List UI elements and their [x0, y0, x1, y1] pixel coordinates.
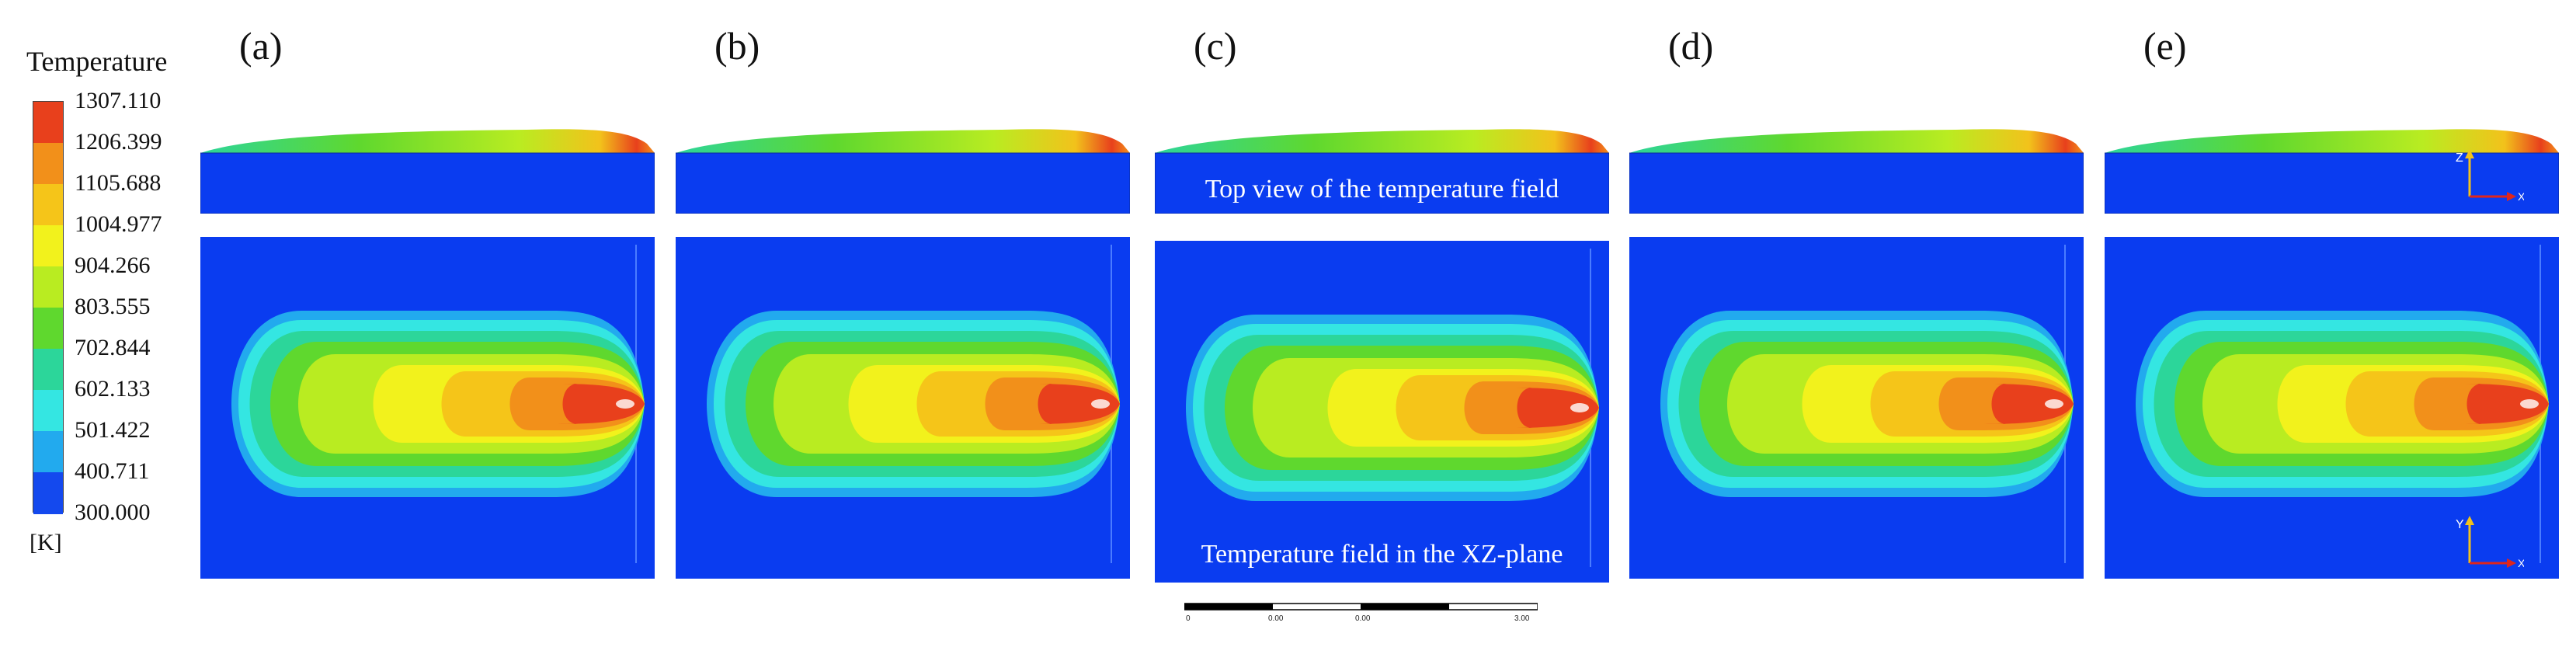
- heat-source-spot: [2520, 399, 2539, 409]
- legend-color-segment: [33, 102, 63, 144]
- side-view-field: [200, 129, 655, 214]
- color-legend-bar: [33, 101, 64, 514]
- panel-label: (a): [239, 24, 283, 68]
- heat-source-spot: [616, 399, 634, 409]
- xy-axis-triad: YX: [2456, 516, 2524, 569]
- temperature-contour-field: [1629, 237, 2084, 579]
- xz-plane-caption: Temperature field in the XZ-plane: [1201, 540, 1563, 569]
- legend-tick-label: 803.555: [75, 294, 151, 319]
- scale-bar-label: 3.00: [1514, 614, 1530, 623]
- svg-text:Y: Y: [2456, 518, 2464, 531]
- svg-text:Z: Z: [2456, 151, 2463, 165]
- scale-bar-segment: [1184, 604, 1273, 610]
- contour-band: [551, 384, 645, 424]
- contour-band: [1027, 384, 1120, 424]
- scale-bar-label: 0: [1186, 614, 1191, 623]
- temperature-contour-field: [676, 237, 1130, 579]
- legend-tick-label: 1307.110: [75, 88, 162, 113]
- legend-color-segment: [33, 308, 63, 350]
- temperature-contour-field: [1155, 241, 1609, 583]
- side-view-field: [676, 129, 1130, 214]
- legend-tick-label: 1105.688: [75, 170, 162, 196]
- legend-color-segment: [33, 472, 63, 514]
- side-view-field: [1629, 129, 2084, 214]
- panel-label: (c): [1194, 24, 1237, 68]
- contour-band: [1980, 384, 2074, 424]
- legend-color-segment: [33, 184, 63, 226]
- legend-tick-label: 1004.977: [75, 211, 162, 237]
- heat-source-spot: [2045, 399, 2063, 409]
- legend-tick-label: 702.844: [75, 335, 151, 360]
- scale-bar: 0 0.00 0.00 3.00: [1184, 602, 1538, 625]
- temperature-contour-field: [200, 237, 655, 579]
- legend-tick-label: 904.266: [75, 252, 151, 278]
- contour-band: [2456, 384, 2549, 424]
- legend-unit: [K]: [30, 530, 62, 555]
- legend-color-segment: [33, 143, 63, 185]
- panel-label: (e): [2143, 24, 2187, 68]
- legend-color-segment: [33, 266, 63, 308]
- top-view-caption: Top view of the temperature field: [1205, 175, 1559, 204]
- legend-tick-label: 1206.399: [75, 129, 162, 155]
- scale-bar-segment: [1361, 604, 1449, 610]
- legend-color-segment: [33, 225, 63, 267]
- xz-axis-triad: ZX: [2456, 149, 2524, 203]
- side-view-field: [2105, 129, 2559, 214]
- svg-text:X: X: [2518, 190, 2524, 203]
- legend-color-segment: [33, 431, 63, 473]
- scale-bar-label: 0.00: [1268, 614, 1284, 623]
- svg-text:X: X: [2518, 557, 2524, 569]
- legend-title: Temperature: [26, 46, 168, 77]
- legend-color-segment: [33, 390, 63, 432]
- temperature-contour-field: [2105, 237, 2559, 579]
- legend-color-segment: [33, 349, 63, 391]
- panel-label: (b): [714, 24, 760, 68]
- heat-source-spot: [1091, 399, 1110, 409]
- scale-bar-label: 0.00: [1355, 614, 1371, 623]
- panel-label: (d): [1668, 24, 1714, 68]
- heat-source-spot: [1570, 403, 1589, 412]
- legend-tick-label: 501.422: [75, 417, 151, 443]
- legend-tick-label: 602.133: [75, 376, 151, 402]
- side-view-field: [1155, 129, 1609, 214]
- legend-tick-label: 300.000: [75, 499, 151, 525]
- contour-band: [1506, 388, 1599, 428]
- legend-tick-label: 400.711: [75, 458, 150, 484]
